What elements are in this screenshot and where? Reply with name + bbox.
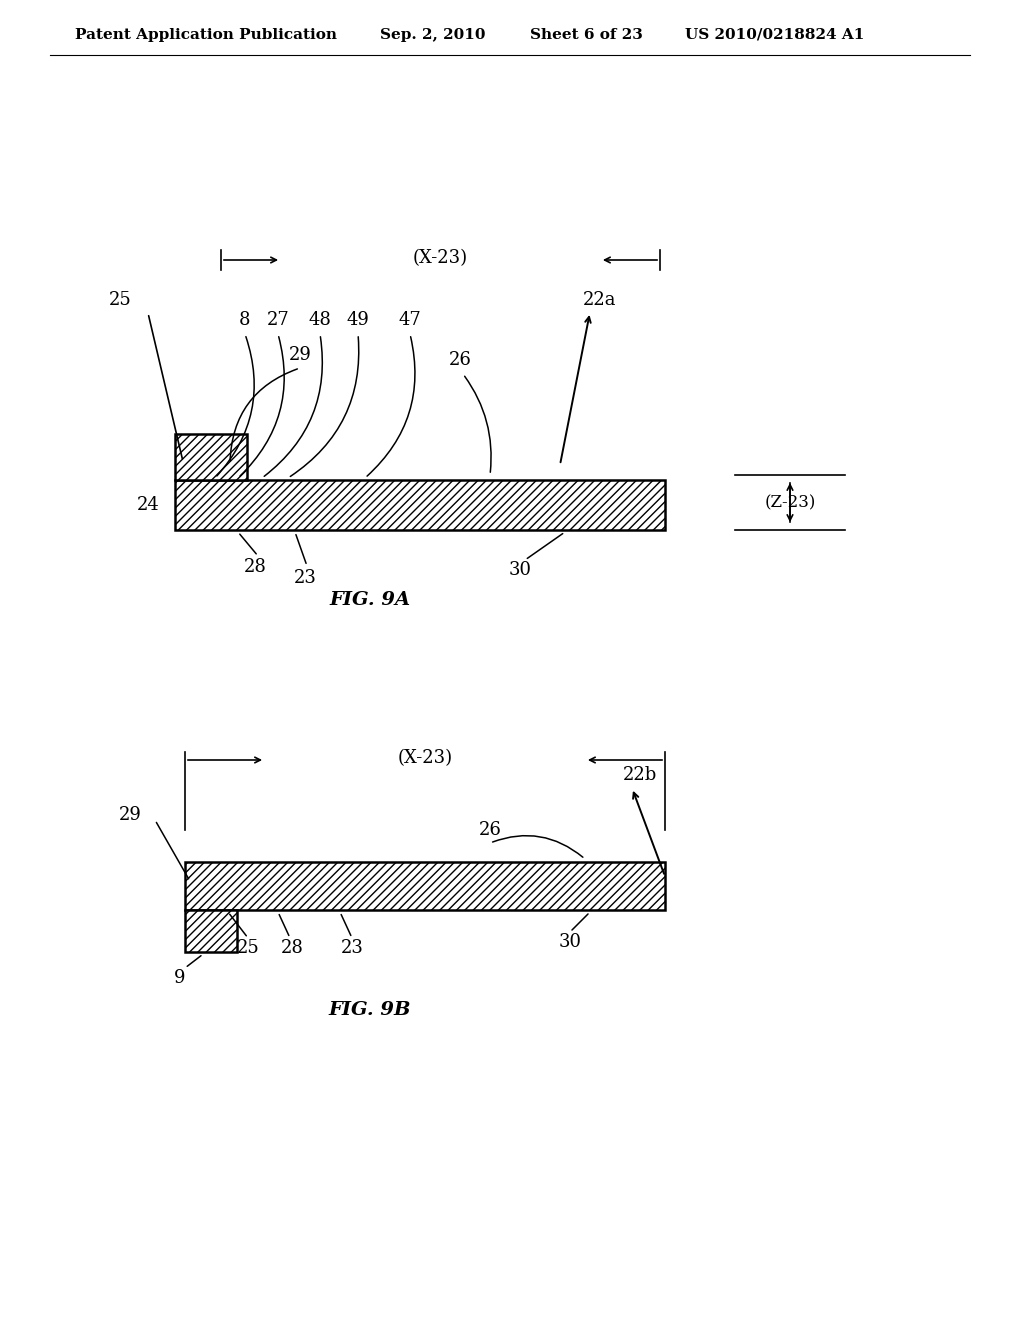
Text: FIG. 9B: FIG. 9B <box>329 1001 412 1019</box>
Text: 30: 30 <box>558 933 582 950</box>
Text: Sep. 2, 2010: Sep. 2, 2010 <box>380 28 485 42</box>
Text: 8: 8 <box>240 312 251 329</box>
Text: 28: 28 <box>281 939 303 957</box>
Text: 26: 26 <box>449 351 471 370</box>
Text: 26: 26 <box>478 821 502 840</box>
Text: (Z-23): (Z-23) <box>764 495 816 511</box>
Text: 23: 23 <box>341 939 364 957</box>
Text: 24: 24 <box>136 496 160 513</box>
Bar <box>185 862 665 909</box>
Text: 25: 25 <box>109 290 131 309</box>
Text: FIG. 9A: FIG. 9A <box>330 591 411 609</box>
Text: 27: 27 <box>266 312 290 329</box>
Bar <box>175 434 247 480</box>
Text: 22a: 22a <box>584 290 616 309</box>
Text: 47: 47 <box>398 312 421 329</box>
Text: US 2010/0218824 A1: US 2010/0218824 A1 <box>685 28 864 42</box>
Text: 30: 30 <box>509 561 531 579</box>
Text: (X-23): (X-23) <box>413 249 468 267</box>
Text: 22b: 22b <box>623 766 657 784</box>
Text: 23: 23 <box>294 569 316 587</box>
Text: Sheet 6 of 23: Sheet 6 of 23 <box>530 28 643 42</box>
Text: 48: 48 <box>308 312 332 329</box>
Text: (X-23): (X-23) <box>397 748 453 767</box>
Text: 29: 29 <box>119 807 141 824</box>
Text: Patent Application Publication: Patent Application Publication <box>75 28 337 42</box>
Text: 9: 9 <box>174 969 185 987</box>
Text: 25: 25 <box>237 939 259 957</box>
Bar <box>175 480 665 531</box>
Text: 49: 49 <box>346 312 370 329</box>
Text: 28: 28 <box>244 558 266 576</box>
Bar <box>185 909 237 952</box>
Text: 29: 29 <box>289 346 311 364</box>
